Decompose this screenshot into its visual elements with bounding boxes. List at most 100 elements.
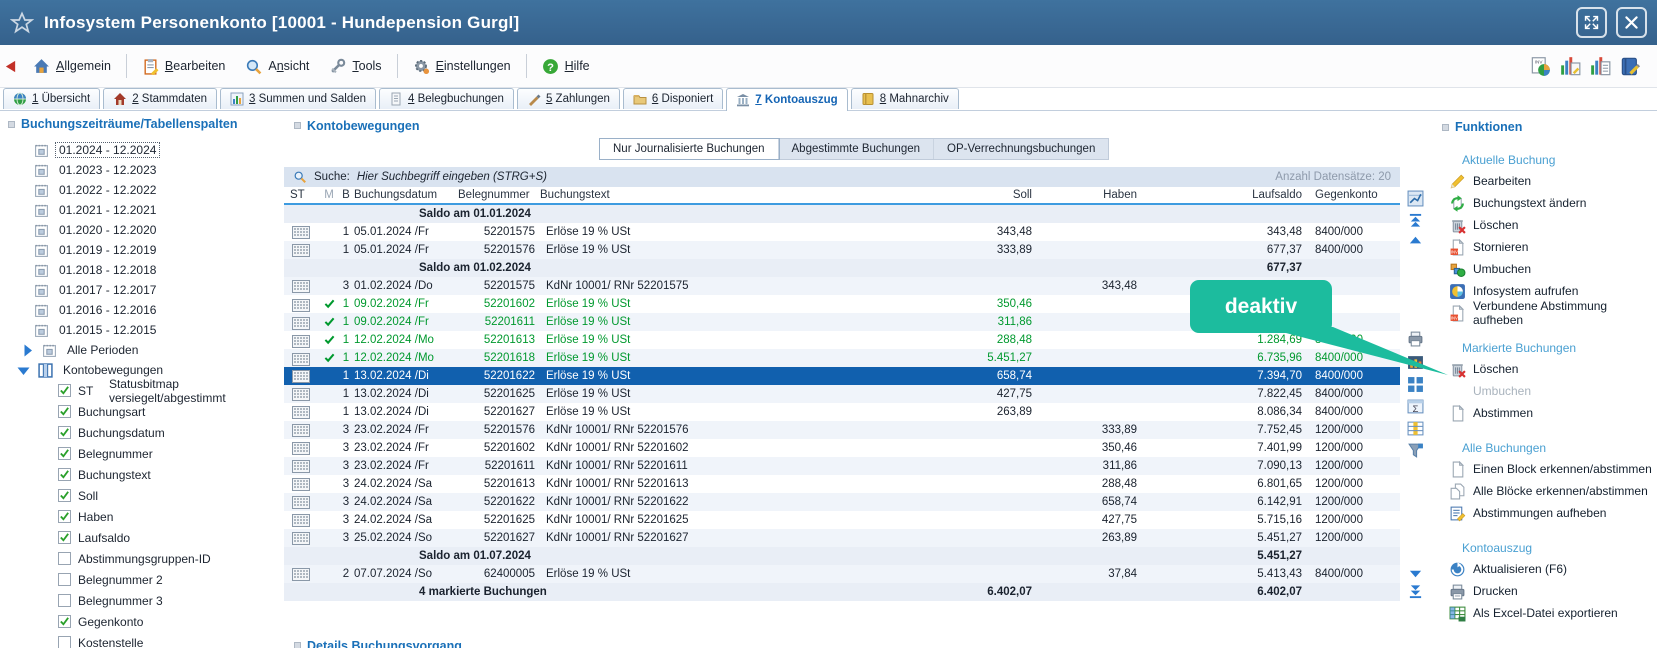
scroll-top-icon[interactable] — [1408, 213, 1423, 228]
tab-kontoauszug[interactable]: 7 Kontoauszug — [726, 88, 847, 111]
chart-edit-icon[interactable] — [1560, 56, 1581, 77]
close-button[interactable] — [1616, 7, 1647, 38]
fn-löschen[interactable]: Löschen — [1432, 214, 1657, 236]
menu-item-allgemein[interactable]: Allgemein — [23, 53, 121, 80]
table-row[interactable]: 324.02.2024 /Sa52201613KdNr 10001/ RNr 5… — [284, 475, 1400, 493]
period-item[interactable]: 01.2017 - 12.2017 — [0, 280, 284, 300]
column-toggle-gegenkonto[interactable]: Gegenkonto — [0, 611, 284, 632]
filter-icon[interactable] — [1407, 442, 1424, 459]
checkbox-icon[interactable] — [58, 384, 71, 397]
checkbox-icon[interactable] — [58, 636, 71, 648]
fn-alle-blöcke-erkennen-abstimmen[interactable]: Alle Blöcke erkennen/abstimmen — [1432, 480, 1657, 502]
fn-verbundene-abstimmung-aufheben[interactable]: INVVerbundene Abstimmung aufheben — [1432, 302, 1657, 324]
search-input[interactable]: Hier Suchbegriff eingeben (STRG+S) — [357, 171, 547, 183]
checkbox-icon[interactable] — [58, 615, 71, 628]
col-header-haben[interactable]: Haben — [1035, 187, 1140, 204]
table-row[interactable]: 323.02.2024 /Fr52201611KdNr 10001/ RNr 5… — [284, 457, 1400, 475]
period-item[interactable]: 01.2022 - 12.2022 — [0, 180, 284, 200]
fn-abstimmungen-aufheben[interactable]: Abstimmungen aufheben — [1432, 502, 1657, 524]
tab-disponiert[interactable]: 6 Disponiert — [623, 88, 723, 109]
period-item[interactable]: 01.2016 - 12.2016 — [0, 300, 284, 320]
period-item[interactable]: 01.2024 - 12.2024 — [0, 140, 284, 160]
tab-zahlungen[interactable]: 5 Zahlungen — [517, 88, 620, 109]
table-row[interactable]: 324.02.2024 /Sa52201622KdNr 10001/ RNr 5… — [284, 493, 1400, 511]
table-row[interactable]: 113.02.2024 /Di52201627Erlöse 19 % USt26… — [284, 403, 1400, 421]
table-row[interactable]: 105.01.2024 /Fr52201576Erlöse 19 % USt33… — [284, 241, 1400, 259]
favorite-star-icon[interactable] — [10, 11, 34, 35]
sum-icon[interactable]: Σ — [1407, 398, 1424, 415]
report-chart-icon[interactable]: INV — [1530, 56, 1551, 77]
filter-abgestimmte-buchungen[interactable]: Abgestimmte Buchungen — [779, 139, 935, 159]
table-row[interactable]: 113.02.2024 /Di52201622Erlöse 19 % USt65… — [284, 367, 1400, 385]
checkbox-icon[interactable] — [58, 594, 71, 607]
fn-buchungstext-ändern[interactable]: Buchungstext ändern — [1432, 192, 1657, 214]
col-header-buchungstext[interactable]: Buchungstext — [540, 187, 835, 204]
column-toggle-belegnummer-3[interactable]: Belegnummer 3 — [0, 590, 284, 611]
tab-übersicht[interactable]: 1 Übersicht — [3, 88, 100, 109]
checkbox-icon[interactable] — [58, 447, 71, 460]
table-row[interactable]: 323.02.2024 /Fr52201602KdNr 10001/ RNr 5… — [284, 439, 1400, 457]
search-bar[interactable]: Suche: Hier Suchbegriff eingeben (STRG+S… — [284, 167, 1400, 187]
column-toggle-buchungstext[interactable]: Buchungstext — [0, 464, 284, 485]
table-row[interactable]: 113.02.2024 /Di52201625Erlöse 19 % USt42… — [284, 385, 1400, 403]
fn-als-excel-datei-exportieren[interactable]: Als Excel-Datei exportieren — [1432, 602, 1657, 624]
menu-item-einstellungen[interactable]: Einstellungen — [403, 53, 521, 80]
period-item[interactable]: 01.2018 - 12.2018 — [0, 260, 284, 280]
scroll-bottom-icon[interactable] — [1408, 584, 1423, 599]
table-row[interactable]: 112.02.2024 /Mo52201618Erlöse 19 % USt5.… — [284, 349, 1400, 367]
chevron-down-icon[interactable] — [16, 363, 31, 378]
table-row[interactable]: 325.02.2024 /So52201627KdNr 10001/ RNr 5… — [284, 529, 1400, 547]
fn-abstimmen[interactable]: Abstimmen — [1432, 402, 1657, 424]
fn-löschen[interactable]: Löschen — [1432, 358, 1657, 380]
menu-item-hilfe[interactable]: ?Hilfe — [532, 53, 600, 80]
checkbox-icon[interactable] — [58, 489, 71, 502]
column-toggle-buchungsdatum[interactable]: Buchungsdatum — [0, 422, 284, 443]
chevron-right-icon[interactable] — [20, 343, 35, 358]
tab-stammdaten[interactable]: 2 Stammdaten — [103, 88, 217, 109]
column-toggle-kostenstelle[interactable]: Kostenstelle — [0, 632, 284, 648]
fn-aktualisieren-f6[interactable]: Aktualisieren (F6) — [1432, 558, 1657, 580]
column-toggle-statusbitmap-versiegelt-abgestimmt[interactable]: STStatusbitmap versiegelt/abgestimmt — [0, 380, 284, 401]
table-row[interactable]: 207.07.2024 /So62400005Erlöse 19 % USt37… — [284, 565, 1400, 583]
period-item[interactable]: 01.2021 - 12.2021 — [0, 200, 284, 220]
saldo-row[interactable]: Saldo am 01.02.2024677,37 — [284, 259, 1400, 277]
col-header-st[interactable]: ST — [290, 187, 320, 204]
fn-bearbeiten[interactable]: Bearbeiten — [1432, 170, 1657, 192]
col-header-soll[interactable]: Soll — [835, 187, 1035, 204]
checkbox-icon[interactable] — [58, 573, 71, 586]
checkbox-icon[interactable] — [58, 531, 71, 544]
table-row[interactable]: 105.01.2024 /Fr52201575Erlöse 19 % USt34… — [284, 223, 1400, 241]
tab-belegbuchungen[interactable]: 4 Belegbuchungen — [379, 88, 514, 109]
menu-item-tools[interactable]: Tools — [319, 53, 391, 80]
menu-item-bearbeiten[interactable]: Bearbeiten — [132, 53, 235, 80]
tab-summen-und-salden[interactable]: 3 Summen und Salden — [220, 88, 376, 109]
col-header-m[interactable]: M — [320, 187, 338, 204]
scroll-up-icon[interactable] — [1408, 233, 1423, 248]
checkbox-icon[interactable] — [58, 468, 71, 481]
table-row[interactable]: 324.02.2024 /Sa52201625KdNr 10001/ RNr 5… — [284, 511, 1400, 529]
table-row[interactable]: 323.02.2024 /Fr52201576KdNr 10001/ RNr 5… — [284, 421, 1400, 439]
column-toggle-abstimmungsgruppen-id[interactable]: Abstimmungsgruppen-ID — [0, 548, 284, 569]
table-columns-icon[interactable] — [1407, 420, 1424, 437]
period-item[interactable]: 01.2015 - 12.2015 — [0, 320, 284, 340]
scroll-down-icon[interactable] — [1408, 566, 1423, 581]
chart-doc-icon[interactable] — [1590, 56, 1611, 77]
column-toggle-soll[interactable]: Soll — [0, 485, 284, 506]
column-toggle-haben[interactable]: Haben — [0, 506, 284, 527]
total-row[interactable]: 4 markierte Buchungen6.402,076.402,07 — [284, 583, 1400, 601]
filter-op-verrechnungsbuchungen[interactable]: OP-Verrechnungsbuchungen — [934, 139, 1108, 159]
col-header-buchungsdatum[interactable]: Buchungsdatum — [354, 187, 458, 204]
col-header-laufsaldo[interactable]: Laufsaldo — [1140, 187, 1305, 204]
book-edit-icon[interactable] — [1620, 56, 1641, 77]
saldo-row[interactable]: Saldo am 01.01.2024 — [284, 205, 1400, 223]
period-item[interactable]: 01.2019 - 12.2019 — [0, 240, 284, 260]
filter-nur-journalisierte-buchungen[interactable]: Nur Journalisierte Buchungen — [600, 139, 779, 159]
maximize-button[interactable] — [1576, 7, 1607, 38]
tree-item-alle-perioden[interactable]: Alle Perioden — [0, 340, 284, 360]
column-toggle-belegnummer-2[interactable]: Belegnummer 2 — [0, 569, 284, 590]
fn-stornieren[interactable]: INVStornieren — [1432, 236, 1657, 258]
checkbox-icon[interactable] — [58, 510, 71, 523]
fn-drucken[interactable]: Drucken — [1432, 580, 1657, 602]
table-chart-icon[interactable] — [1407, 190, 1424, 207]
menu-item-ansicht[interactable]: Ansicht — [235, 53, 319, 80]
